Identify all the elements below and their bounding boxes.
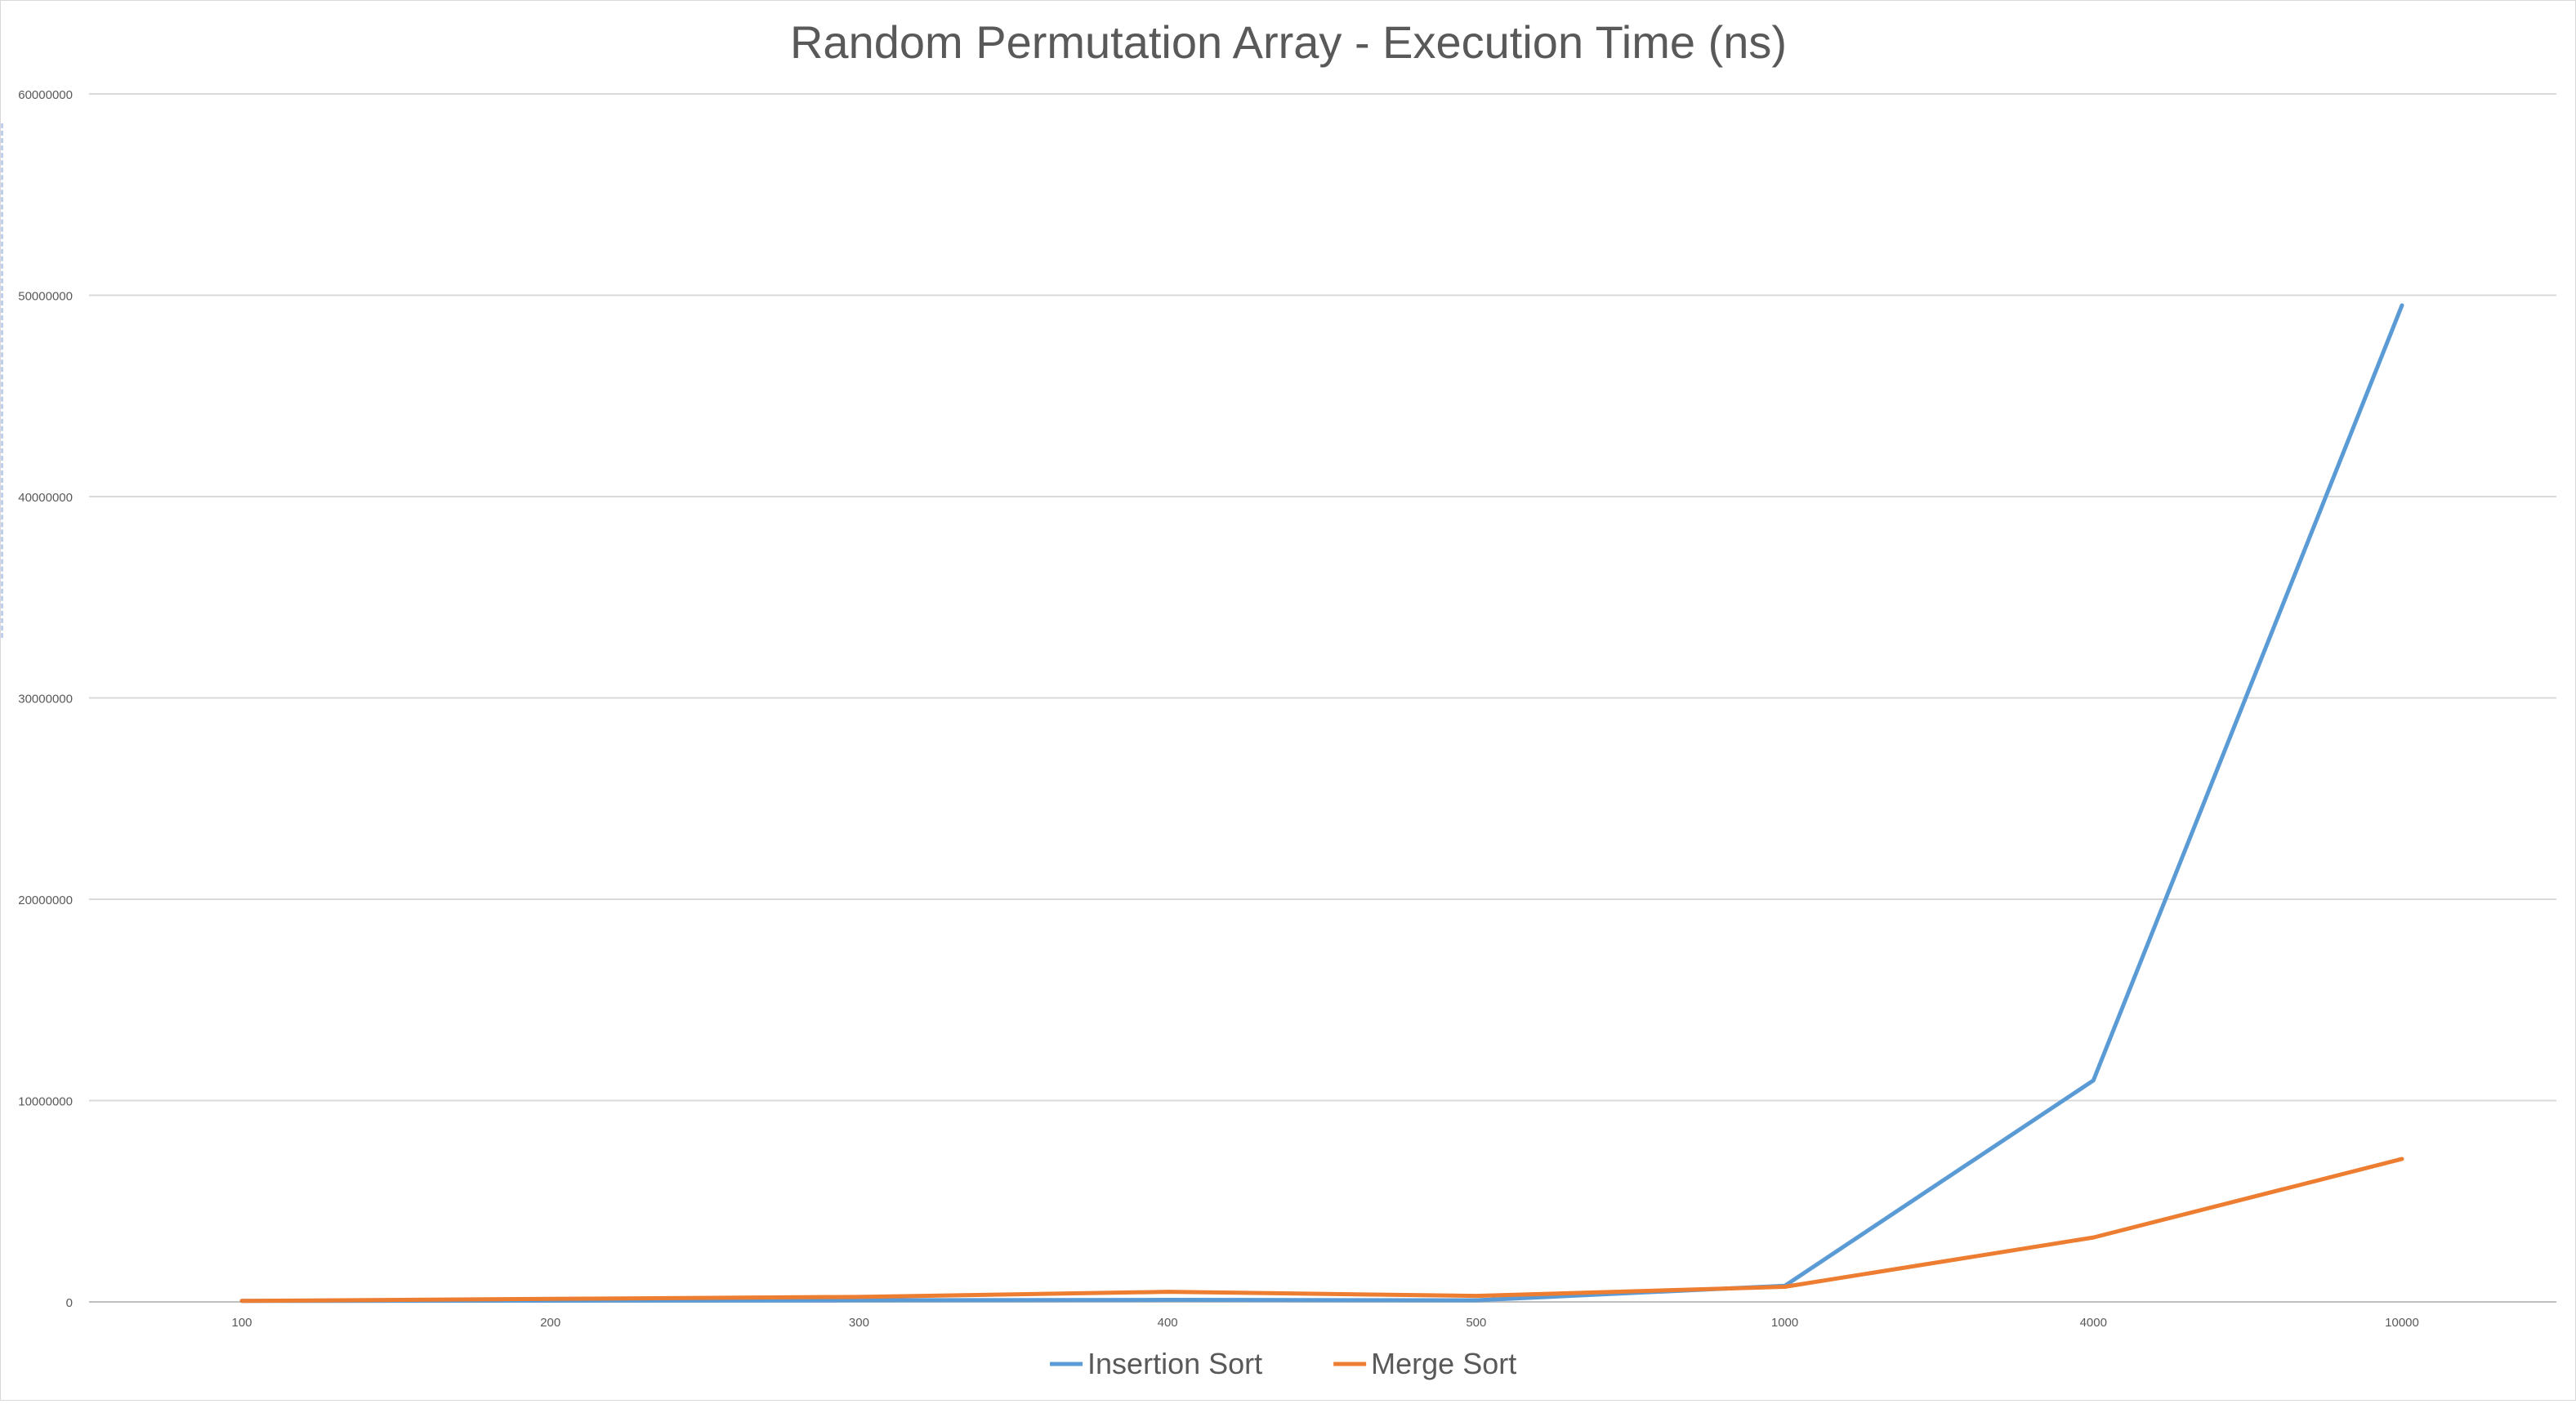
x-tick-label: 400 bbox=[1158, 1316, 1178, 1330]
y-tick-label: 0 bbox=[66, 1296, 73, 1310]
legend: Insertion Sort Merge Sort bbox=[1050, 1347, 1516, 1380]
x-tick-label: 300 bbox=[849, 1316, 869, 1330]
x-tick-label: 4000 bbox=[2080, 1316, 2107, 1330]
chart-title: Random Permutation Array - Execution Tim… bbox=[790, 16, 1787, 68]
x-tick-label: 200 bbox=[540, 1316, 560, 1330]
y-tick-label: 50000000 bbox=[18, 290, 73, 304]
x-axis-tick-labels: 100 200 300 400 500 1000 4000 10000 bbox=[231, 1316, 2418, 1330]
y-tick-label: 10000000 bbox=[18, 1095, 73, 1109]
y-tick-label: 60000000 bbox=[18, 88, 73, 102]
legend-label: Insertion Sort bbox=[1087, 1347, 1262, 1380]
y-tick-label: 20000000 bbox=[18, 894, 73, 907]
x-tick-label: 1000 bbox=[1771, 1316, 1798, 1330]
series-line-merge-sort bbox=[239, 1157, 2404, 1304]
series-line-insertion-sort bbox=[239, 303, 2404, 1304]
y-tick-label: 40000000 bbox=[18, 491, 73, 505]
y-axis-tick-labels: 0 10000000 20000000 30000000 40000000 5000000… bbox=[18, 88, 73, 1310]
y-tick-label: 30000000 bbox=[18, 693, 73, 706]
gridlines bbox=[89, 93, 2556, 1303]
x-tick-label: 10000 bbox=[2385, 1316, 2419, 1330]
series-lines bbox=[239, 303, 2404, 1304]
x-tick-label: 100 bbox=[231, 1316, 252, 1330]
x-tick-label: 500 bbox=[1466, 1316, 1486, 1330]
selection-edge-marks bbox=[1, 123, 6, 638]
legend-label: Merge Sort bbox=[1371, 1347, 1516, 1380]
